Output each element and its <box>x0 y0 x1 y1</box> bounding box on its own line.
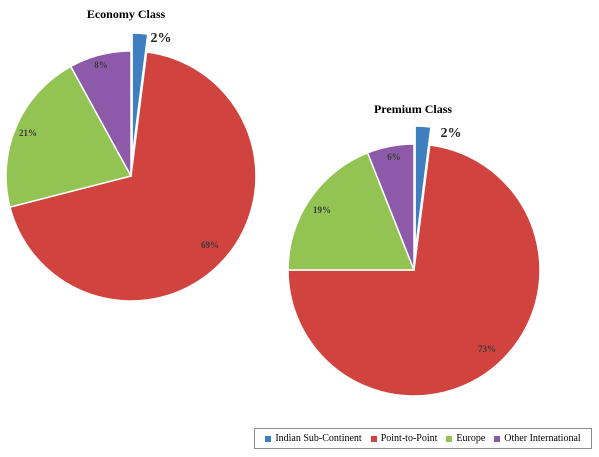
premium-slice-europe <box>287 151 416 271</box>
legend-label-other-international: Other International <box>504 433 581 444</box>
legend-swatch-indian-sub-continent <box>265 435 272 442</box>
legend-swatch-other-international <box>494 435 501 442</box>
legend-label-europe: Europe <box>456 433 486 444</box>
premium-slice-other-international <box>366 143 415 271</box>
premium-label-other-international: 6% <box>387 152 401 162</box>
premium-label-indian-sub-continent: 2% <box>441 126 462 141</box>
legend-item-indian-sub-continent: Indian Sub-Continent <box>265 433 362 444</box>
chart-legend: Indian Sub-Continent Point-to-Point Euro… <box>254 428 592 449</box>
legend-swatch-europe <box>446 435 453 442</box>
premium-slice-indian-sub-continent <box>414 125 432 253</box>
economy-class-pie: 2% 69% 21% 8% <box>5 31 257 302</box>
economy-class-title: Economy Class <box>87 7 166 21</box>
economy-slice-europe <box>5 65 133 208</box>
legend-item-point-to-point: Point-to-Point <box>370 433 438 444</box>
economy-label-europe: 21% <box>19 128 37 138</box>
economy-slice-indian-sub-continent <box>131 32 149 159</box>
economy-label-other-international: 8% <box>94 60 108 70</box>
premium-class-pie: 2% 73% 19% 6% <box>287 125 541 397</box>
legend-label-indian-sub-continent: Indian Sub-Continent <box>275 433 362 444</box>
premium-label-point-to-point: 73% <box>478 344 496 354</box>
legend-swatch-point-to-point <box>370 435 377 442</box>
economy-label-point-to-point: 69% <box>201 240 219 250</box>
legend-item-other-international: Other International <box>494 433 581 444</box>
legend-label-point-to-point: Point-to-Point <box>380 433 438 444</box>
economy-slice-other-international <box>69 50 132 177</box>
legend-item-europe: Europe <box>446 433 485 444</box>
premium-class-title: Premium Class <box>374 102 452 116</box>
economy-slice-point-to-point <box>9 51 257 302</box>
premium-label-europe: 19% <box>313 205 331 215</box>
economy-label-indian-sub-continent: 2% <box>151 31 172 46</box>
